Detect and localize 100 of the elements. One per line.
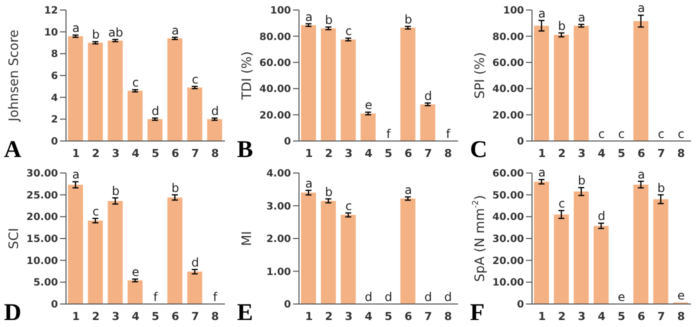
- y-tick-label: 30.00: [26, 168, 58, 180]
- x-tick-label: 5: [618, 146, 626, 160]
- bar: [574, 192, 589, 304]
- x-tick-label: 5: [152, 146, 160, 160]
- x-tick-label: 1: [72, 146, 80, 160]
- y-tick-label: 100: [270, 6, 292, 17]
- y-axis-title: MI: [240, 230, 254, 246]
- bar: [108, 200, 123, 304]
- x-tick-label: 8: [211, 146, 219, 160]
- y-tick-label: 0: [51, 300, 58, 311]
- bar: [360, 113, 376, 141]
- x-tick-label: 2: [92, 310, 100, 323]
- y-tick-label: 2: [51, 114, 58, 126]
- x-tick-label: 1: [538, 310, 546, 323]
- bar: [68, 36, 83, 141]
- x-tick-label: 4: [364, 310, 373, 323]
- x-tick-label: 6: [637, 146, 646, 160]
- annotation: c: [598, 127, 605, 141]
- annotation: d: [211, 104, 219, 118]
- annotation: b: [92, 28, 100, 42]
- x-tick-label: 5: [152, 310, 160, 323]
- x-tick-label: 6: [637, 310, 646, 323]
- y-tick-label: 40.00: [492, 84, 524, 96]
- y-tick-label: 10.00: [26, 256, 58, 267]
- x-tick-label: 5: [618, 310, 626, 323]
- annotation: c: [678, 127, 684, 141]
- annotation: d: [364, 290, 372, 304]
- y-tick-label: 2.00: [266, 234, 292, 246]
- x-tick-label: 3: [344, 310, 353, 323]
- annotation: b: [325, 184, 333, 199]
- x-tick-label: 4: [598, 310, 606, 323]
- bar: [633, 184, 648, 304]
- y-tick-label: 40.00: [492, 212, 524, 224]
- x-tick-label: 4: [598, 146, 606, 160]
- y-tick-label: 10.00: [492, 278, 524, 289]
- annotation: a: [72, 168, 80, 182]
- bar: [400, 198, 416, 304]
- bar: [301, 192, 316, 304]
- y-tick-label: 30.00: [492, 234, 524, 246]
- annotation: c: [618, 127, 625, 141]
- bar: [633, 21, 648, 141]
- y-axis-title: SPI (%): [472, 52, 488, 99]
- annotation: d: [384, 290, 392, 304]
- y-tick-label: 3.00: [266, 201, 292, 212]
- bar: [167, 197, 182, 304]
- y-tick-label: 60.00: [492, 168, 524, 180]
- x-tick-label: 3: [344, 146, 353, 160]
- y-tick-label: 0: [517, 136, 524, 148]
- annotation: d: [424, 290, 432, 304]
- y-tick-label: 60.00: [492, 58, 524, 69]
- x-tick-label: 8: [444, 146, 452, 160]
- annotation: b: [112, 184, 120, 198]
- annotation: d: [424, 89, 432, 104]
- x-tick-label: 1: [305, 310, 313, 323]
- annotation: b: [657, 180, 665, 195]
- y-tick-label: 4.00: [266, 168, 292, 180]
- bar: [400, 28, 416, 141]
- x-tick-label: 4: [132, 146, 140, 160]
- bar: [594, 226, 609, 304]
- annotation: c: [658, 127, 664, 141]
- x-tick-label: 8: [677, 310, 685, 323]
- annotation: d: [598, 209, 606, 224]
- bar: [128, 90, 143, 141]
- bar: [88, 42, 103, 141]
- annotation: b: [325, 13, 333, 28]
- x-tick-label: 6: [404, 146, 412, 160]
- annotation: f: [446, 127, 451, 141]
- annotation: a: [404, 182, 412, 197]
- x-tick-label: 6: [171, 310, 180, 323]
- text: B: [237, 137, 254, 163]
- x-tick-label: 7: [657, 310, 666, 323]
- y-tick-label: 50.00: [492, 190, 524, 202]
- x-tick-label: 5: [384, 310, 392, 323]
- bar: [301, 25, 316, 141]
- annotation: e: [132, 265, 140, 280]
- x-tick-label: 7: [191, 310, 200, 323]
- y-axis-title: SCI: [6, 228, 22, 250]
- text: C: [470, 137, 488, 163]
- x-tick-label: 8: [444, 310, 452, 323]
- x-tick-label: 3: [578, 310, 586, 323]
- x-tick-label: 4: [364, 146, 373, 160]
- y-tick-label: 60.00: [259, 58, 292, 69]
- y-tick-label: 15.00: [26, 234, 58, 246]
- annotation: b: [404, 12, 412, 26]
- bar: [534, 182, 549, 304]
- text: D: [4, 300, 22, 326]
- bar: [207, 119, 222, 141]
- x-tick-label: 2: [558, 310, 566, 323]
- y-tick-label: 1.00: [266, 266, 292, 278]
- bar: [148, 119, 162, 141]
- y-tick-label: 0: [517, 300, 524, 311]
- annotation: a: [305, 10, 313, 24]
- x-tick-label: 5: [384, 146, 392, 160]
- annotation: a: [538, 6, 546, 20]
- bar: [187, 88, 202, 141]
- text: F: [470, 300, 485, 326]
- y-tick-label: 0: [284, 300, 292, 311]
- x-tick-label: 6: [404, 310, 412, 323]
- x-tick-label: 1: [72, 310, 80, 323]
- y-axis-title: TDI (%): [240, 51, 254, 101]
